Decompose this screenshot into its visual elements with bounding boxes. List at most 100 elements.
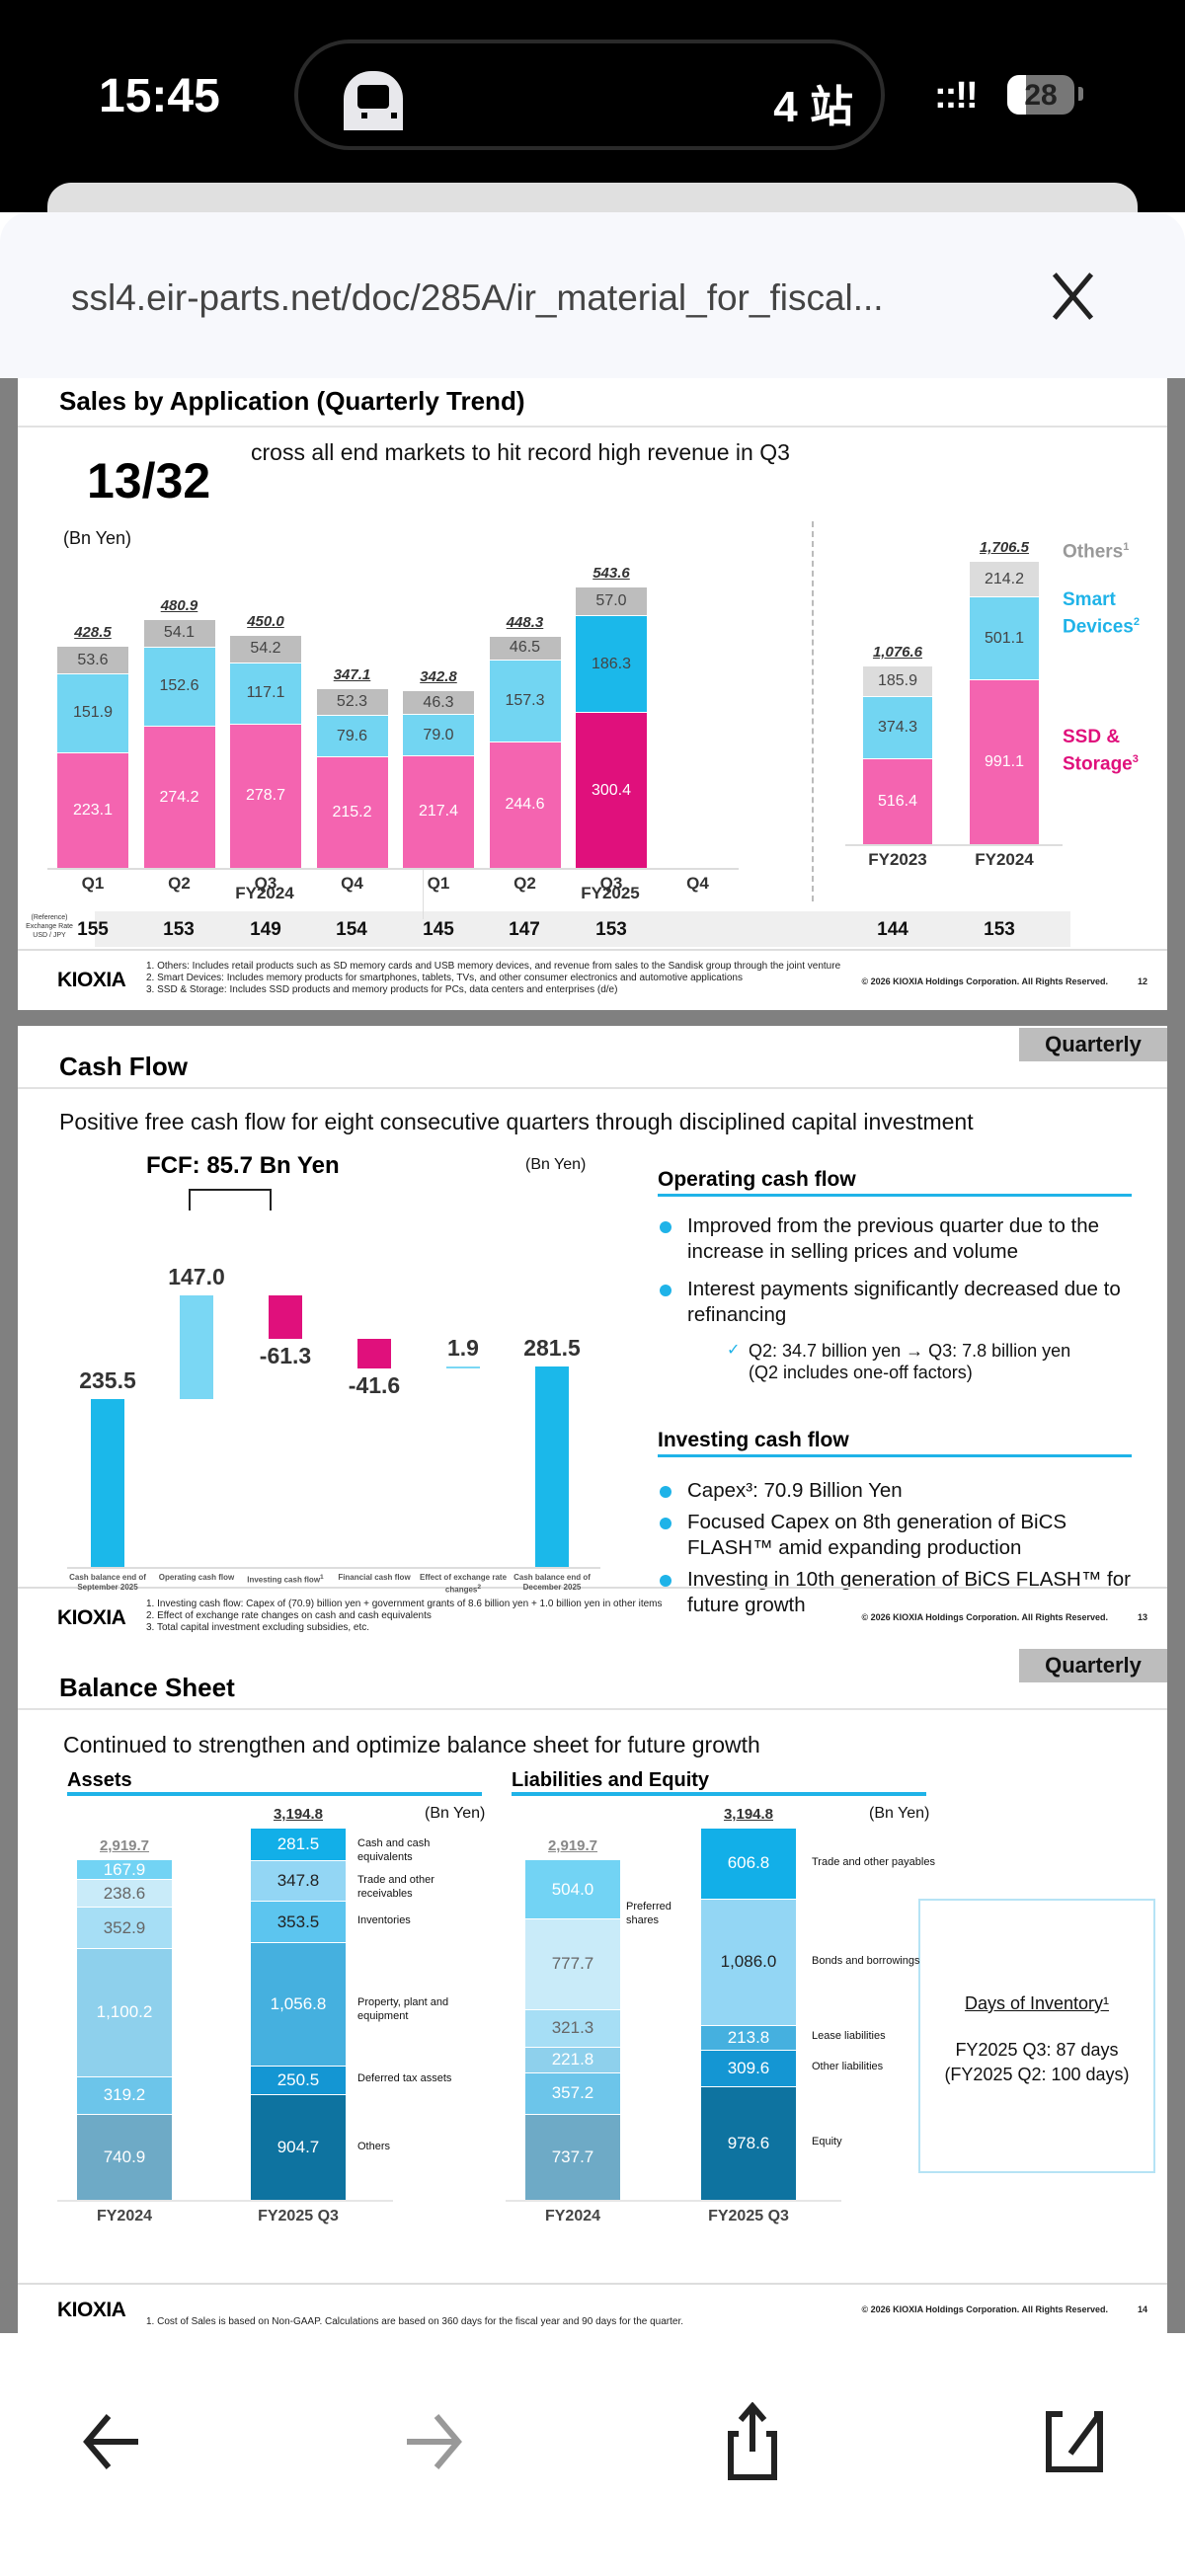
balance-segment: 978.6	[701, 2085, 796, 2200]
slide-footer: KIOXIA 1. Investing cash flow: Capex of …	[18, 1587, 1167, 1648]
slide-sales-by-application: Sales by Application (Quarterly Trend) c…	[18, 378, 1167, 1010]
unit-label: (Bn Yen)	[63, 528, 132, 548]
series-label: Lease liabilities	[812, 2030, 886, 2043]
bar-total-label: 342.8	[420, 668, 457, 686]
chart-separator	[812, 521, 814, 901]
x-axis-line	[57, 2200, 393, 2202]
bar-segment: 300.4	[576, 712, 647, 868]
bullet-item: Interest payments significantly decrease…	[660, 1277, 1153, 1328]
waterfall-category-label: Operating cash flow	[158, 1573, 235, 1582]
series-label: Other liabilities	[812, 2061, 884, 2073]
x-tick-label: FY2025 Q3	[258, 2208, 339, 2225]
sub-bullet-item: ✓ Q2: 34.7 billion yen → Q3: 7.8 billion…	[727, 1341, 1071, 1382]
bar-total-label: 1,706.5	[979, 539, 1030, 557]
share-icon[interactable]	[713, 2401, 792, 2481]
fcf-annotation: FCF: 85.7 Bn Yen	[146, 1152, 340, 1179]
x-axis-line	[506, 2200, 841, 2202]
x-tick-label: Q3	[254, 874, 277, 893]
train-icon	[344, 71, 403, 130]
slide-page-number: 13	[1137, 1612, 1147, 1622]
balance-total-label: 2,919.7	[547, 1837, 598, 1855]
close-icon[interactable]	[1049, 272, 1098, 321]
signal-icon: ::!!	[934, 75, 979, 117]
balance-segment: 221.8	[525, 2046, 620, 2072]
balance-segment: 737.7	[525, 2113, 620, 2200]
bar-total-label: 1,076.6	[872, 644, 923, 662]
back-arrow-icon[interactable]	[73, 2402, 152, 2481]
live-activity-text: 4 站	[773, 83, 853, 131]
slide-subtitle: cross all end markets to hit record high…	[251, 439, 790, 465]
bar-segment: 54.1	[143, 618, 215, 647]
balance-segment: 238.6	[77, 1879, 172, 1908]
balance-segment: 319.2	[77, 2075, 172, 2114]
bar-segment: 151.9	[57, 673, 128, 752]
exchange-rate-value: 153	[163, 919, 195, 940]
days-of-inventory-box: Days of Inventory¹ FY2025 Q3: 87 days (F…	[918, 1899, 1155, 2173]
x-tick-label: FY2024	[544, 2208, 601, 2225]
x-axis-line	[67, 1567, 600, 1569]
title-divider	[18, 426, 1167, 428]
waterfall-category-label: Financial cash flow	[338, 1573, 411, 1582]
series-label: Trade and other payables	[812, 1855, 935, 1868]
bar-total-label: 347.1	[333, 665, 371, 683]
balance-segment: 1,100.2	[77, 1948, 172, 2076]
assets-heading: Assets	[67, 1769, 482, 1796]
x-axis-line	[47, 868, 739, 870]
slide-balance-sheet: Quarterly Balance Sheet Continued to str…	[18, 1647, 1167, 2363]
copyright: © 2026 KIOXIA Holdings Corporation. All …	[861, 976, 1108, 986]
operating-cash-flow-heading: Operating cash flow	[658, 1168, 1132, 1197]
bullet-item: Capex³: 70.9 Billion Yen	[660, 1478, 1153, 1504]
footnotes: 1. Others: Includes retail products such…	[146, 961, 841, 995]
exchange-rate-value: 153	[595, 919, 627, 940]
slide-footer: KIOXIA 1. Others: Includes retail produc…	[18, 949, 1167, 1010]
exchange-rate-value: 145	[423, 919, 454, 940]
open-external-icon[interactable]	[1035, 2402, 1114, 2481]
waterfall-bar	[269, 1294, 302, 1339]
waterfall-bar	[446, 1366, 480, 1369]
x-tick-label: FY2024	[975, 850, 1034, 869]
bar-segment: 79.0	[403, 714, 474, 755]
balance-segment: 353.5	[251, 1901, 346, 1942]
exchange-rate-value: 154	[336, 919, 367, 940]
series-label: Inventories	[357, 1914, 411, 1927]
url-text[interactable]: ssl4.eir-parts.net/doc/285A/ir_material_…	[71, 277, 884, 318]
quarterly-badge: Quarterly	[1019, 1649, 1167, 1682]
balance-segment: 321.3	[525, 2008, 620, 2047]
fcf-bracket	[189, 1189, 272, 1210]
waterfall-bar	[357, 1338, 391, 1368]
bar-segment: 185.9	[863, 665, 932, 697]
bar-segment: 57.0	[576, 585, 647, 616]
kioxia-logo: KIOXIA	[57, 969, 126, 991]
waterfall-category-label: Cash balance end of December 2025	[514, 1573, 591, 1592]
title-divider	[18, 1087, 1167, 1089]
waterfall-category-label: Investing cash flow1	[247, 1574, 324, 1585]
bar-segment: 217.4	[403, 754, 474, 868]
balance-segment: 1,086.0	[701, 1898, 796, 2025]
battery-level: 28	[1024, 79, 1058, 112]
balance-segment: 281.5	[251, 1828, 346, 1861]
waterfall-value-label: 235.5	[79, 1367, 136, 1394]
forward-arrow-icon[interactable]	[393, 2402, 472, 2481]
bar-segment: 214.2	[970, 561, 1039, 597]
series-label: Property, plant and equipment	[357, 1996, 449, 2023]
balance-total-label: 3,194.8	[273, 1806, 324, 1823]
exchange-rate-value: 144	[877, 919, 908, 940]
url-bar: ssl4.eir-parts.net/doc/285A/ir_material_…	[0, 212, 1185, 378]
bar-segment: 501.1	[970, 596, 1039, 680]
exchange-rate-value: 153	[984, 919, 1015, 940]
legend-others: Others1	[1063, 541, 1130, 563]
exchange-rate-value: 147	[509, 919, 540, 940]
x-tick-label: FY2024	[96, 2208, 153, 2225]
exchange-rate-value: 155	[77, 919, 109, 940]
bar-segment: 117.1	[230, 663, 301, 724]
slide-title: Balance Sheet	[59, 1673, 235, 1702]
slide-footer: KIOXIA 1. Cost of Sales is based on Non-…	[18, 2283, 1167, 2363]
pdf-viewer[interactable]: Sales by Application (Quarterly Trend) c…	[0, 378, 1185, 2363]
bar-segment: 46.3	[403, 690, 474, 715]
dynamic-island[interactable]: 4 站	[294, 39, 885, 150]
bullet-item: Investing in 10th generation of BiCS FLA…	[660, 1567, 1153, 1618]
kioxia-logo: KIOXIA	[57, 2299, 126, 2321]
balance-segment: 1,056.8	[251, 1941, 346, 2066]
doi-current: FY2025 Q3: 87 days	[955, 2040, 1119, 2060]
copyright: © 2026 KIOXIA Holdings Corporation. All …	[861, 1612, 1108, 1622]
